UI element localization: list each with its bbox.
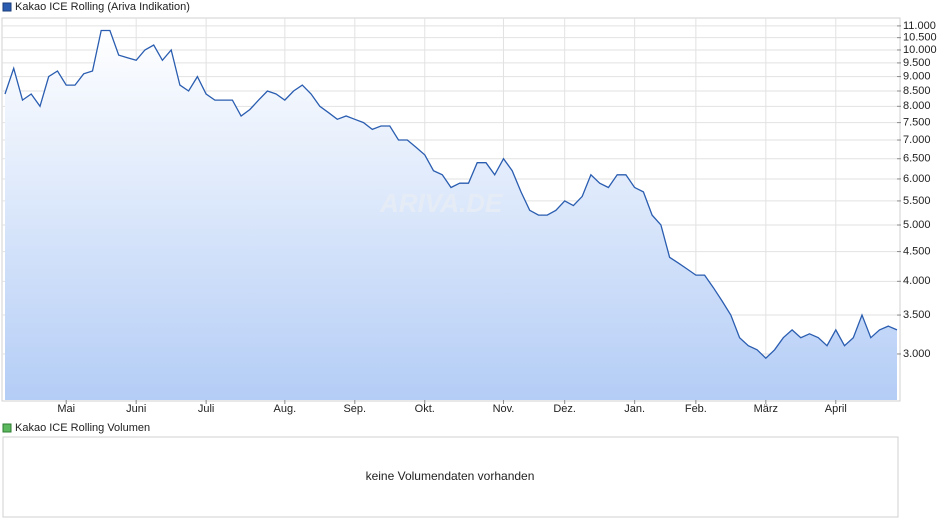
y-tick-label: 3.000 <box>903 348 931 360</box>
x-tick-label: Okt. <box>415 403 435 415</box>
x-tick-label: Nov. <box>493 403 515 415</box>
x-tick-label: Sep. <box>343 403 366 415</box>
volume-panel <box>2 436 899 518</box>
volume-message: keine Volumendaten vorhanden <box>366 469 535 483</box>
y-tick-label: 10.000 <box>903 44 937 56</box>
y-tick-label: 7.000 <box>903 134 931 146</box>
x-tick-label: Jan. <box>624 403 645 415</box>
legend-label: Kakao ICE Rolling Volumen <box>15 422 150 434</box>
y-tick-label: 10.500 <box>903 32 937 44</box>
y-tick-label: 3.500 <box>903 309 931 321</box>
y-tick-label: 5.500 <box>903 195 931 207</box>
y-tick-label: 4.000 <box>903 275 931 287</box>
legend-swatch <box>2 423 12 433</box>
legend-swatch <box>2 2 12 12</box>
x-tick-label: Feb. <box>685 403 707 415</box>
x-tick-label: März <box>754 403 778 415</box>
y-tick-label: 9.000 <box>903 70 931 82</box>
y-tick-label: 7.500 <box>903 117 931 129</box>
watermark: ARIVA.DE <box>379 188 503 218</box>
x-tick-label: April <box>825 403 847 415</box>
x-tick-label: Dez. <box>553 403 576 415</box>
x-tick-label: Juli <box>198 403 215 415</box>
area <box>5 30 897 400</box>
y-tick-label: 6.000 <box>903 173 931 185</box>
x-tick-label: Mai <box>57 403 75 415</box>
line <box>4 29 898 360</box>
y-tick-label: 5.000 <box>903 219 931 231</box>
y-tick-label: 11.000 <box>903 20 936 32</box>
x-tick-label: Aug. <box>274 403 297 415</box>
y-tick-label: 9.500 <box>903 57 931 69</box>
plot-frame <box>1 17 901 402</box>
x-tick-label: Juni <box>126 403 146 415</box>
y-tick-label: 6.500 <box>903 153 931 165</box>
y-tick-label: 8.000 <box>903 100 931 112</box>
y-tick-label: 4.500 <box>903 245 931 257</box>
y-tick-label: 8.500 <box>903 85 931 97</box>
legend-label: Kakao ICE Rolling (Ariva Indikation) <box>15 1 190 13</box>
